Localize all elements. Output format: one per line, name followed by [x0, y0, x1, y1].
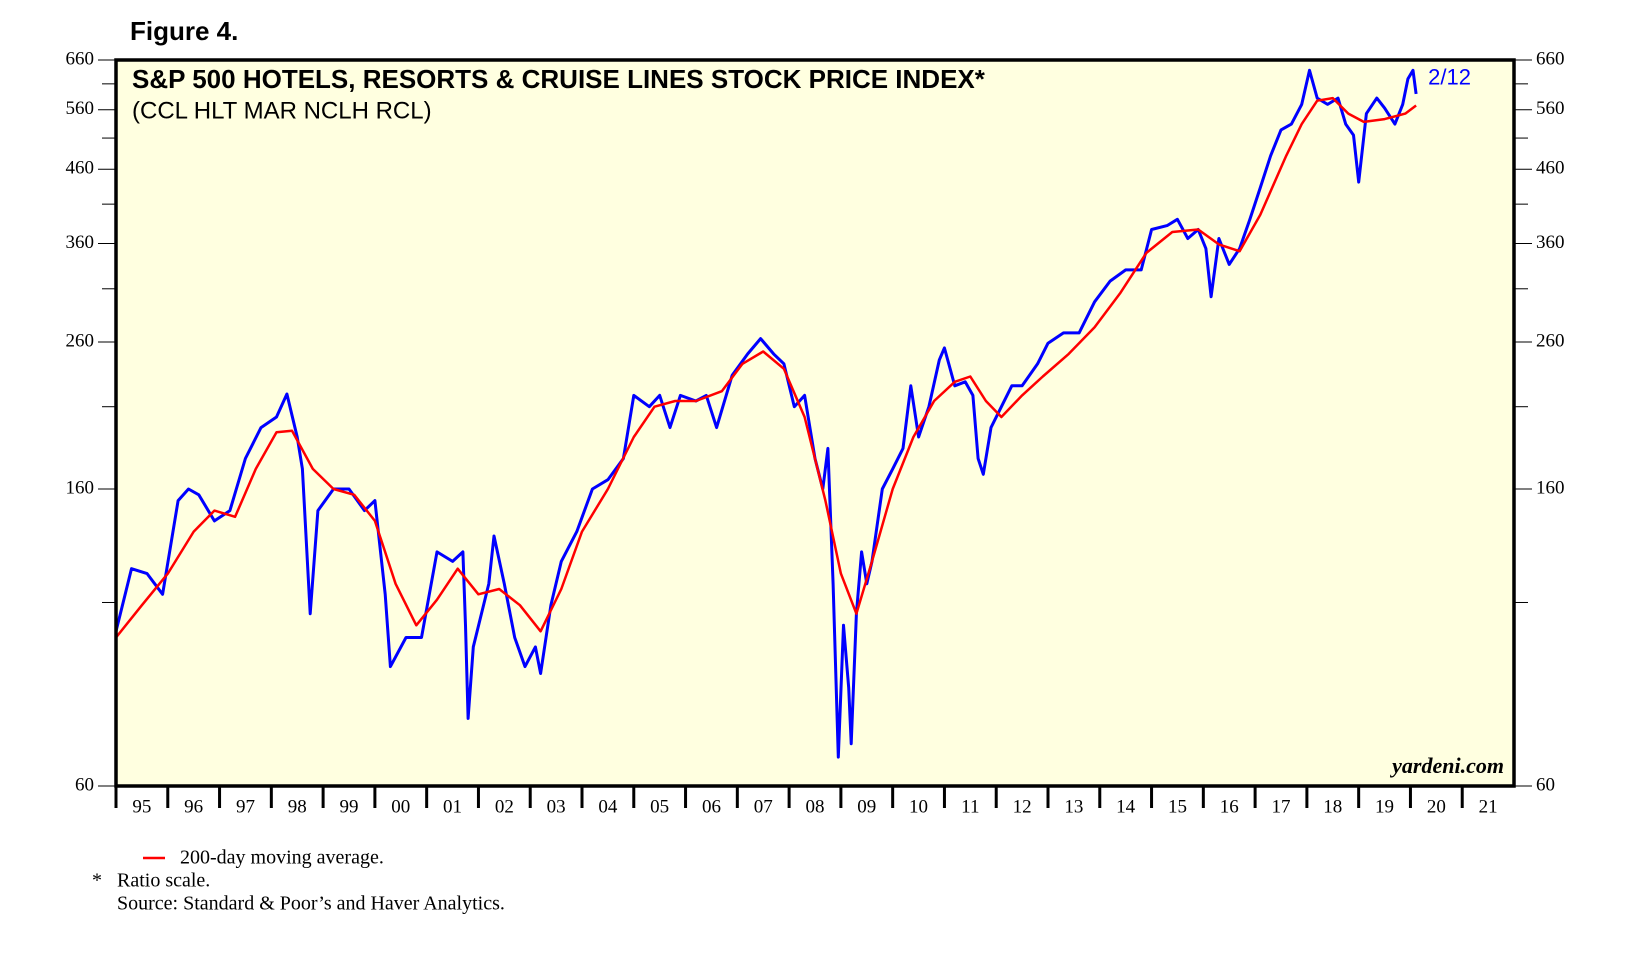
x-tick-label: 14	[1116, 796, 1136, 817]
x-tick-label: 96	[184, 796, 203, 817]
x-tick-label: 07	[754, 796, 773, 817]
x-tick-label: 21	[1479, 796, 1498, 817]
y-tick-label: 660	[66, 48, 95, 69]
x-tick-label: 09	[857, 796, 876, 817]
x-tick-label: 20	[1427, 796, 1446, 817]
footnote-marker: *	[92, 870, 102, 892]
y2-tick-label: 260	[1536, 330, 1565, 351]
y-tick-label: 260	[66, 330, 95, 351]
y-tick-label: 460	[66, 158, 95, 179]
x-tick-label: 03	[547, 796, 566, 817]
y-tick-label: 560	[66, 98, 95, 119]
chart-subtitle: (CCL HLT MAR NCLH RCL)	[132, 97, 432, 124]
legend-label: 200-day moving average.	[180, 847, 384, 869]
y2-tick-label: 360	[1536, 232, 1565, 253]
x-tick-label: 95	[132, 796, 151, 817]
x-tick-label: 05	[650, 796, 669, 817]
x-tick-label: 15	[1168, 796, 1187, 817]
x-tick-label: 08	[806, 796, 825, 817]
y2-tick-label: 460	[1536, 158, 1565, 179]
y-tick-label: 60	[75, 774, 94, 795]
x-tick-label: 16	[1220, 796, 1239, 817]
x-tick-label: 97	[236, 796, 255, 817]
x-tick-label: 04	[598, 796, 618, 817]
footnote: Ratio scale.	[117, 870, 210, 892]
y2-tick-label: 160	[1536, 477, 1565, 498]
x-tick-label: 01	[443, 796, 462, 817]
x-tick-label: 02	[495, 796, 514, 817]
x-tick-label: 11	[961, 796, 979, 817]
last-date-label: 2/12	[1428, 65, 1471, 90]
plot-area	[116, 60, 1514, 786]
x-tick-label: 98	[288, 796, 307, 817]
x-tick-label: 99	[340, 796, 359, 817]
line-series	[115, 96, 1417, 639]
figure-label: Figure 4.	[130, 16, 238, 46]
y-tick-label: 160	[66, 477, 95, 498]
plot-border	[114, 58, 1516, 788]
y2-tick-label: 560	[1536, 98, 1565, 119]
line-series	[114, 68, 1418, 759]
x-tick-label: 18	[1323, 796, 1342, 817]
footnote: Source: Standard & Poor’s and Haver Anal…	[117, 893, 505, 915]
y2-tick-label: 60	[1536, 774, 1555, 795]
x-tick-label: 13	[1064, 796, 1083, 817]
x-tick-label: 17	[1272, 796, 1291, 817]
x-tick-label: 10	[909, 796, 928, 817]
watermark: yardeni.com	[1389, 753, 1504, 778]
y2-tick-label: 660	[1536, 48, 1565, 69]
x-tick-label: 19	[1375, 796, 1394, 817]
chart-title: S&P 500 HOTELS, RESORTS & CRUISE LINES S…	[132, 64, 986, 94]
x-tick-label: 00	[391, 796, 410, 817]
y-tick-label: 360	[66, 232, 95, 253]
x-tick-label: 06	[702, 796, 721, 817]
x-tick-label: 12	[1013, 796, 1032, 817]
